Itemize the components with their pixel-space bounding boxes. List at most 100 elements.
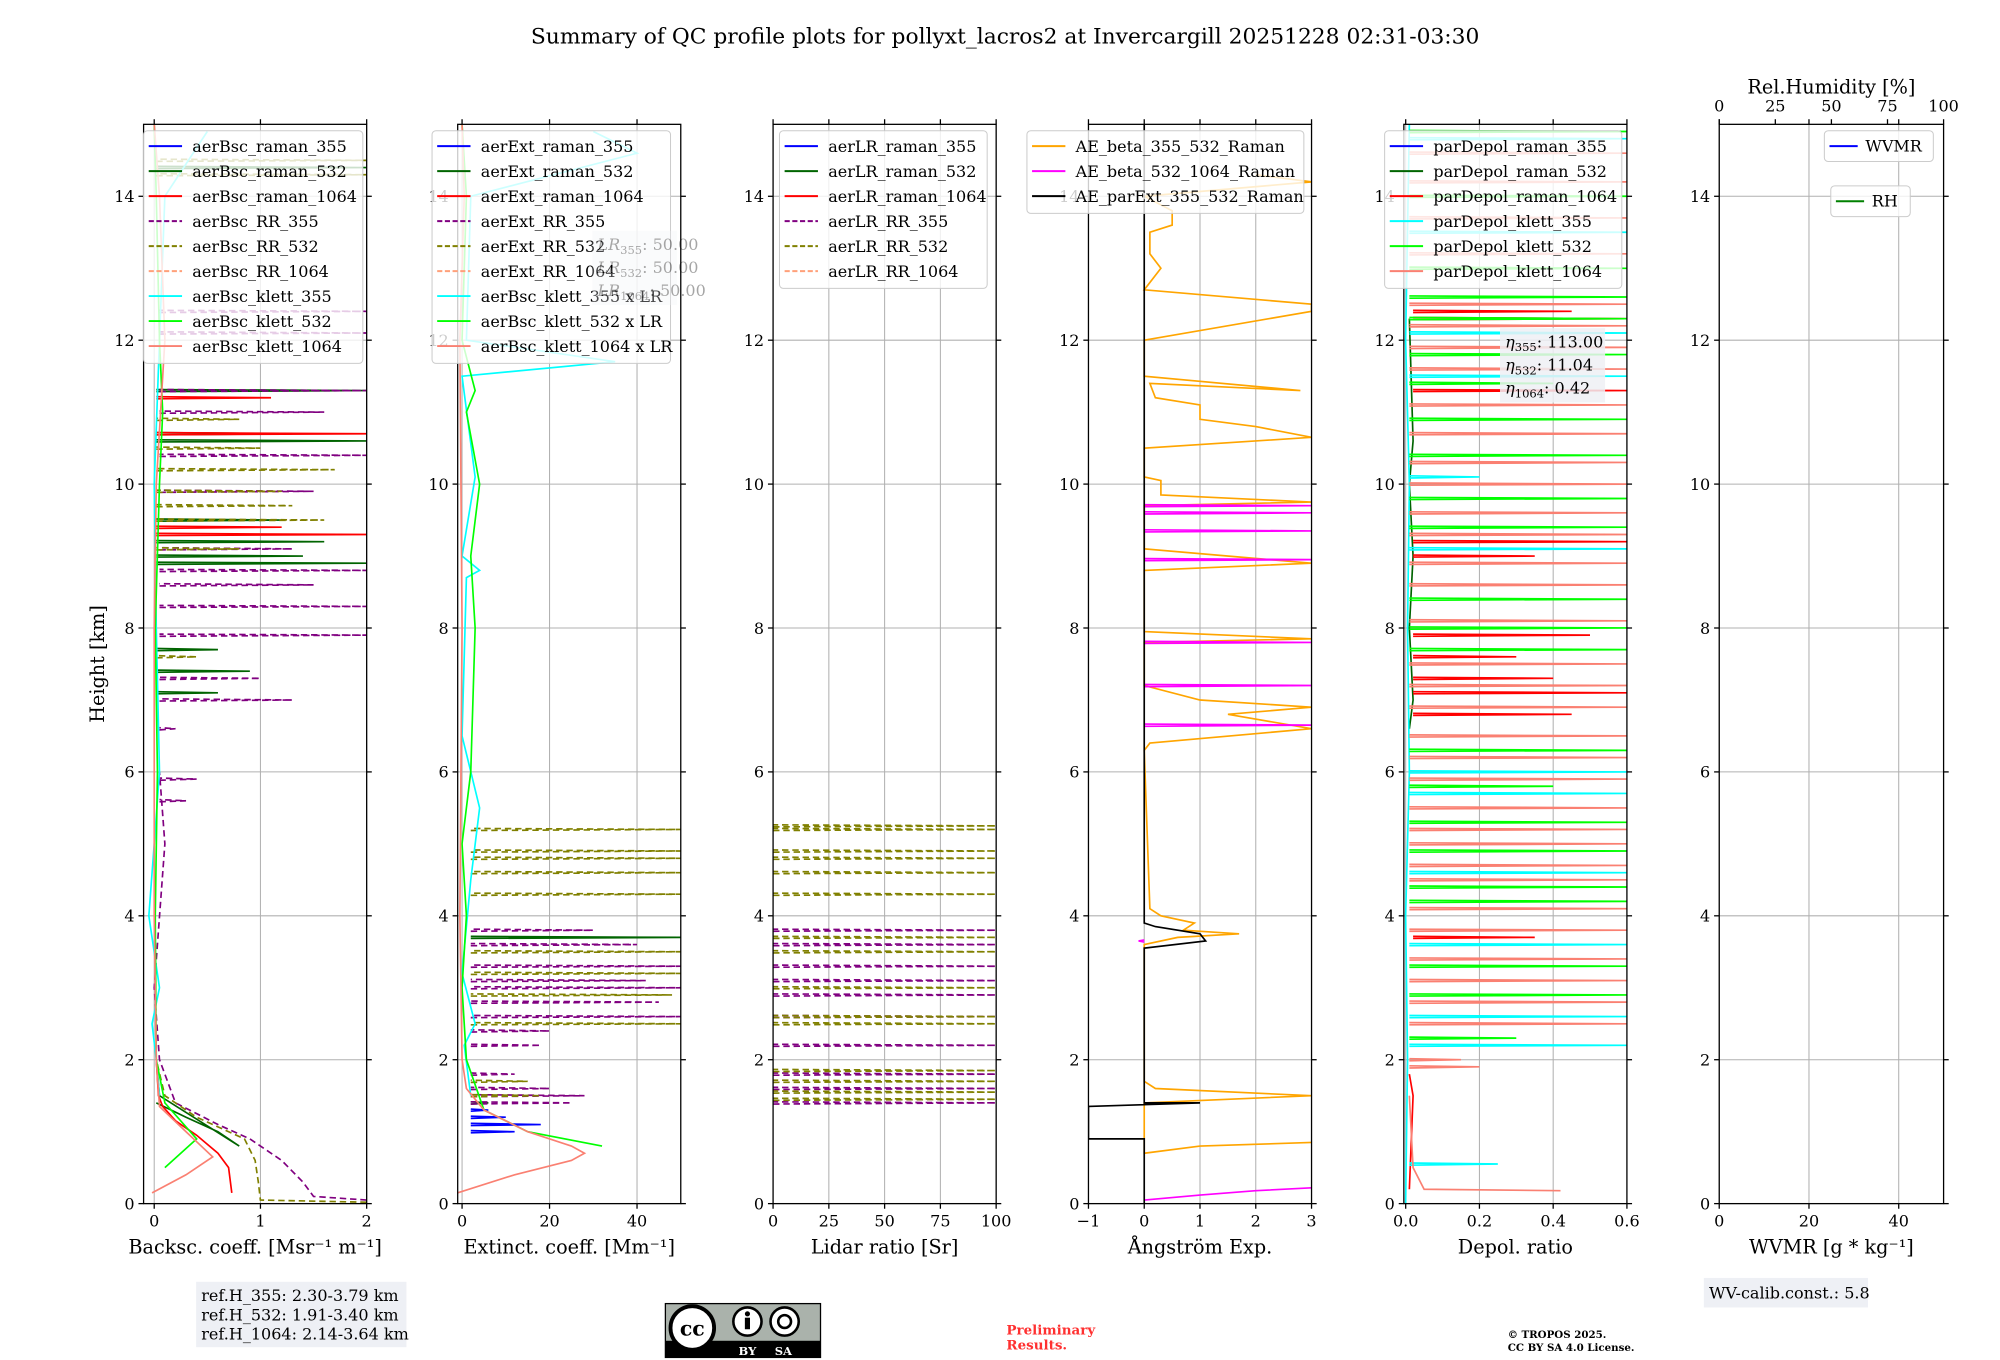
series-spike-parDepol_klett_1064 — [1409, 705, 1627, 710]
series-spike-aerExt_raman_355 — [470, 1122, 541, 1127]
series-spike-aerBsc_raman_1064 — [156, 525, 282, 530]
series-spike-parDepol_klett_1064 — [1409, 957, 1627, 961]
series-spike-aerBsc_RR_355 — [159, 388, 367, 393]
y-tick-label: 4 — [754, 907, 764, 926]
x-axis-label: Extinct. coeff. [Mm⁻¹] — [463, 1236, 674, 1259]
series-spike-parDepol_klett_1064 — [1409, 805, 1627, 810]
legend-label: aerBsc_klett_355 — [192, 287, 331, 306]
x-axis-label: Ångström Exp. — [1127, 1236, 1273, 1259]
top-x-tick-label: 75 — [1877, 97, 1897, 116]
legend-box — [143, 130, 364, 364]
top-x-tick-label: 50 — [1821, 97, 1841, 116]
reference-heights-box: ref.H_355: 2.30-3.79 km ref.H_532: 1.91-… — [196, 1281, 409, 1348]
legend: AE_beta_355_532_Raman AE_beta_532_1064_Ra… — [1026, 130, 1305, 214]
top-x-tick-label: 25 — [1765, 97, 1785, 116]
x-tick-label: 20 — [1799, 1212, 1819, 1231]
legend-label: aerBsc_klett_1064 x LR — [481, 337, 673, 356]
series-line-AE_beta_355_532_Raman — [1141, 173, 1312, 1155]
series-line-AE_parExt_355_532_Raman — [1088, 124, 1208, 1204]
series-spike-aerLR_RR_532 — [773, 1014, 997, 1019]
y-tick-label: 0 — [439, 1194, 449, 1213]
series-spike-parDepol_klett_1064 — [1409, 928, 1627, 933]
axes-frame — [457, 123, 682, 1205]
series-spike-parDepol_raman_1064 — [1413, 539, 1627, 544]
series-spike-AE_beta_532_1064_Raman — [1144, 723, 1312, 728]
series-spike-parDepol_klett_1064 — [1409, 510, 1627, 515]
series-spike-aerBsc_raman_532 — [156, 647, 218, 652]
legend-label: parDepol_klett_1064 — [1433, 262, 1602, 281]
series-spike-aerExt_RR_355 — [470, 1101, 572, 1105]
series-spike-aerExt_RR_355 — [470, 1028, 550, 1033]
lidar-ratio-box-entry: LR532: 50.00 — [596, 258, 698, 280]
series-spike-aerExt_RR_355 — [470, 964, 681, 969]
legend-label: aerBsc_RR_1064 — [192, 262, 329, 281]
series-spike-parDepol_klett_1064 — [1409, 302, 1627, 307]
series-spike-aerBsc_RR_355 — [159, 726, 176, 731]
x-tick-label: 100 — [981, 1212, 1012, 1231]
y-tick-label: 0 — [1700, 1194, 1710, 1213]
series-spike-parDepol_klett_532 — [1409, 597, 1627, 602]
series-spike-parDepol_klett_1064 — [1409, 618, 1627, 623]
y-tick-label: 8 — [1069, 619, 1079, 638]
series-line-AE_beta_532_1064_Raman — [1144, 1187, 1312, 1201]
panel-lr: 0 25 50 75 100 0 2 4 6 8 10 12 14 Lidar ratio [Sr] aer… — [744, 119, 1012, 1259]
series-spike-parDepol_klett_1064 — [1409, 978, 1627, 983]
legend: aerExt_raman_355 aerExt_raman_532 aerExt_r… — [431, 130, 673, 364]
x-tick-label: 0 — [1714, 1212, 1724, 1231]
series-spike-parDepol_klett_1064 — [1409, 827, 1627, 832]
cc-logo-text: cc — [680, 1317, 705, 1341]
legend-WVMR: WVMR — [1823, 130, 1934, 163]
series-spike-parDepol_raman_1064 — [1413, 712, 1572, 717]
series-spike-aerBsc_raman_532 — [156, 690, 218, 695]
series-spike-aerExt_RR_355 — [470, 1043, 541, 1048]
series-spike-aerLR_RR_532 — [773, 870, 997, 875]
preliminary-line-2: Results. — [1006, 1338, 1067, 1354]
y-tick-label: 14 — [1690, 187, 1710, 206]
legend-label: parDepol_klett_355 — [1433, 212, 1592, 231]
series-spike-parDepol_klett_1064 — [1409, 1000, 1627, 1005]
legend-label: AE_beta_532_1064_Raman — [1075, 162, 1295, 181]
x-axis-label: Backsc. coeff. [Msr⁻¹ m⁻¹] — [128, 1236, 382, 1259]
series-spike-aerBsc_raman_532 — [156, 539, 325, 544]
series-spike-parDepol_klett_355 — [1409, 791, 1627, 796]
series-spike-aerLR_RR_532 — [773, 827, 997, 832]
series-spike-parDepol_klett_1064 — [1409, 345, 1627, 350]
series-spike-parDepol_klett_532 — [1409, 417, 1627, 422]
legend-RH: RH — [1830, 185, 1911, 218]
series-spike-parDepol_klett_1064 — [1409, 367, 1627, 371]
series-spike-aerExt_RR_355 — [470, 978, 646, 983]
series-spike-parDepol_klett_532 — [1409, 496, 1627, 501]
legend-label: aerLR_raman_1064 — [828, 187, 986, 206]
legend-label: aerExt_raman_532 — [481, 162, 634, 181]
legend-label: parDepol_raman_532 — [1433, 162, 1607, 181]
lidar-ratio-box-entry: LR1064: 50.00 — [596, 281, 705, 303]
legend-label: aerBsc_klett_1064 — [192, 337, 342, 356]
series-spike-parDepol_klett_355 — [1409, 474, 1480, 479]
series-spike-aerExt_RR_532 — [470, 856, 681, 861]
series-spike-parDepol_klett_1064 — [1409, 431, 1627, 436]
legend-label: aerLR_raman_355 — [828, 137, 976, 156]
x-tick-label: 40 — [627, 1212, 647, 1231]
series-spike-parDepol_klett_532 — [1409, 1036, 1517, 1040]
x-tick-label: 3 — [1306, 1212, 1316, 1231]
series-spike-aerExt_RR_532 — [470, 971, 681, 976]
y-tick-label: 4 — [1385, 907, 1395, 926]
series-spike-aerBsc_RR_355 — [159, 453, 367, 458]
series-group — [1088, 124, 1312, 1204]
series-spike-parDepol_klett_355 — [1409, 546, 1627, 551]
series-spike-parDepol_raman_1064 — [1413, 633, 1591, 638]
y-tick-label: 2 — [754, 1050, 764, 1069]
series-spike-aerLR_RR_355 — [773, 1072, 997, 1077]
series-line-aerBsc_klett_1064 x LR — [457, 124, 587, 1194]
series-spike-aerLR_RR_532 — [773, 1068, 997, 1073]
x-tick-label: 0.0 — [1393, 1212, 1418, 1231]
series-spike-aerLR_RR_355 — [773, 1043, 997, 1048]
share-alike-icon — [769, 1306, 800, 1337]
series-spike-AE_beta_532_1064_Raman — [1138, 939, 1145, 943]
y-tick-label: 2 — [124, 1050, 134, 1069]
legend-label: AE_beta_355_532_Raman — [1075, 137, 1285, 156]
legend-label: aerLR_RR_1064 — [828, 262, 958, 281]
x-tick-label: 2 — [1251, 1212, 1261, 1231]
series-group — [773, 824, 997, 1105]
series-spike-AE_beta_532_1064_Raman — [1144, 640, 1312, 645]
